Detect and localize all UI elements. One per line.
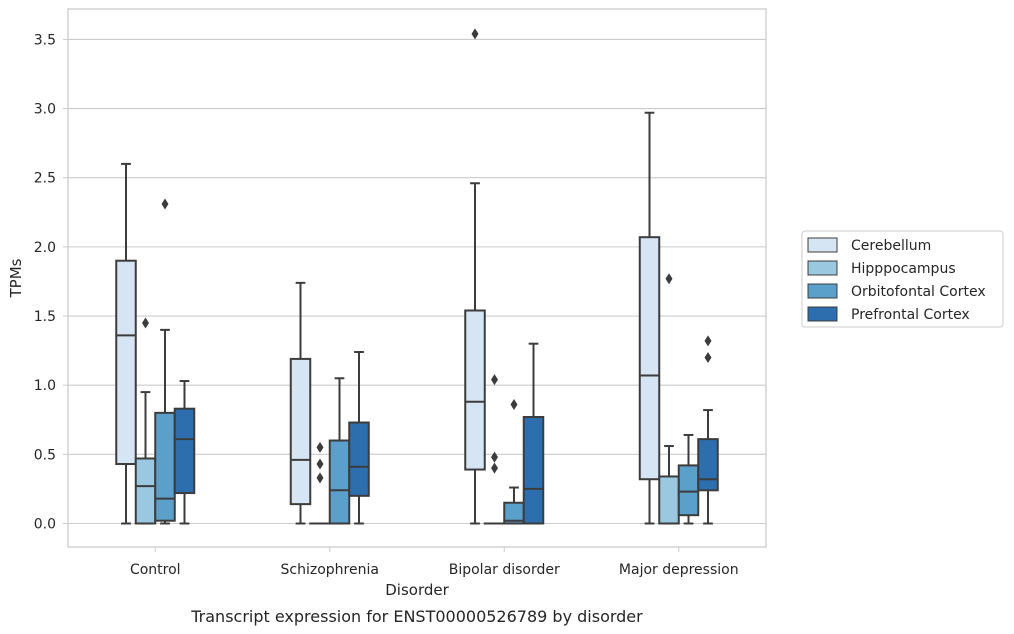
legend-swatch-prefrontal-cortex	[807, 306, 838, 322]
legend-label-cerebellum: Cerebellum	[851, 238, 931, 254]
outlier-point	[510, 399, 518, 411]
box-iqr	[348, 421, 370, 497]
box-cerebellum-control	[115, 162, 137, 525]
outlier-point	[665, 273, 673, 285]
legend-label-hipppocampus: Hipppocampus	[851, 261, 956, 277]
legend-swatch-cerebellum	[807, 237, 838, 253]
box-hipppocampus-bipolar-disorder	[483, 374, 506, 525]
outlier-point	[316, 458, 324, 470]
box-iqr	[677, 464, 700, 517]
box-iqr	[134, 457, 157, 525]
box-cerebellum-major-depression	[638, 111, 661, 525]
box-iqr	[658, 475, 680, 525]
y-tick-label: 1.0	[34, 378, 56, 394]
x-tick-label: Bipolar disorder	[449, 562, 560, 578]
legend: Cerebellum Hipppocampus Orbitofontal Corte…	[801, 230, 1004, 328]
legend-swatch-orbitofontal-cortex	[807, 283, 838, 299]
box-iqr	[522, 415, 545, 525]
box-prefrontal-cortex-schizophrenia	[348, 350, 370, 525]
outlier-point	[316, 441, 324, 453]
y-tick-label: 3.0	[34, 102, 56, 118]
outlier-point	[142, 317, 149, 329]
y-tick-label: 3.5	[34, 32, 56, 48]
y-tick-label: 2.5	[34, 171, 56, 187]
x-axis-ticks: Control Schizophrenia Bipolar disorder Majo…	[130, 547, 739, 578]
x-tick-label: Schizophrenia	[281, 562, 379, 578]
box-iqr	[289, 357, 312, 506]
outlier-point	[471, 28, 479, 40]
box-iqr	[154, 411, 176, 522]
box-iqr	[638, 236, 661, 481]
outlier-point	[491, 451, 498, 463]
outlier-point	[316, 472, 324, 484]
y-tick-label: 0.0	[34, 516, 56, 532]
box-prefrontal-cortex-bipolar-disorder	[522, 342, 545, 525]
y-tick-label: 2.0	[34, 240, 56, 256]
chart-caption: Transcript expression for ENST0000052678…	[190, 607, 643, 626]
box-iqr	[328, 439, 351, 525]
box-orbitofontal-cortex-bipolar-disorder	[503, 399, 525, 525]
box-cerebellum-bipolar-disorder	[464, 28, 486, 525]
x-tick-label: Control	[130, 562, 181, 578]
box-prefrontal-cortex-major-depression	[697, 335, 719, 525]
y-axis-label: TPMs	[7, 258, 25, 298]
x-tick-label: Major depression	[619, 562, 739, 578]
y-tick-label: 1.5	[34, 309, 56, 325]
box-hipppocampus-schizophrenia	[309, 441, 331, 525]
outlier-point	[704, 335, 712, 347]
plot-frame	[67, 8, 767, 548]
box-iqr	[697, 438, 719, 492]
box-orbitofontal-cortex-major-depression	[677, 433, 700, 525]
legend-frame	[801, 230, 1004, 328]
outlier-point	[704, 352, 712, 364]
box-orbitofontal-cortex-schizophrenia	[328, 377, 351, 525]
outlier-point	[491, 462, 498, 474]
box-iqr	[115, 259, 137, 466]
x-axis-label: Disorder	[385, 581, 449, 599]
y-axis-ticks: 0.0 0.5 1.0 1.5 2.0 2.5 3.0 3.5	[34, 32, 68, 532]
box-plot-area	[115, 28, 719, 525]
y-tick-label: 0.5	[34, 447, 56, 463]
box-iqr	[173, 407, 196, 495]
outlier-point	[161, 198, 169, 210]
legend-label-prefrontal-cortex: Prefrontal Cortex	[851, 307, 970, 323]
legend-label-orbitofontal-cortex: Orbitofontal Cortex	[851, 284, 986, 300]
outlier-point	[491, 374, 498, 386]
box-hipppocampus-control	[134, 317, 157, 525]
box-cerebellum-schizophrenia	[289, 281, 312, 525]
legend-swatch-hipppocampus	[807, 260, 838, 276]
box-prefrontal-cortex-control	[173, 380, 196, 525]
box-hipppocampus-major-depression	[658, 273, 680, 525]
box-iqr	[464, 309, 486, 471]
